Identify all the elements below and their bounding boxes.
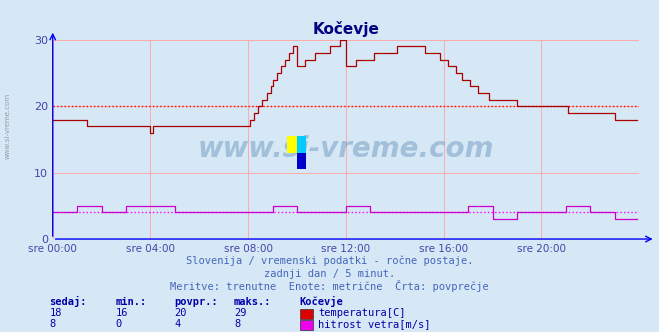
Text: min.:: min.: bbox=[115, 297, 146, 307]
Text: 18: 18 bbox=[49, 308, 62, 318]
Bar bbox=[297, 153, 306, 169]
Text: sedaj:: sedaj: bbox=[49, 296, 87, 307]
Title: Kočevje: Kočevje bbox=[312, 21, 380, 37]
Text: zadnji dan / 5 minut.: zadnji dan / 5 minut. bbox=[264, 269, 395, 279]
Text: Slovenija / vremenski podatki - ročne postaje.: Slovenija / vremenski podatki - ročne po… bbox=[186, 255, 473, 266]
Bar bbox=[287, 136, 297, 153]
Text: www.si-vreme.com: www.si-vreme.com bbox=[198, 135, 494, 163]
Bar bbox=[297, 136, 306, 153]
Text: temperatura[C]: temperatura[C] bbox=[318, 308, 406, 318]
Text: povpr.:: povpr.: bbox=[175, 297, 218, 307]
Text: www.si-vreme.com: www.si-vreme.com bbox=[5, 93, 11, 159]
Text: Kočevje: Kočevje bbox=[300, 296, 343, 307]
Text: 0: 0 bbox=[115, 319, 121, 329]
Text: maks.:: maks.: bbox=[234, 297, 272, 307]
Text: Meritve: trenutne  Enote: metrične  Črta: povprečje: Meritve: trenutne Enote: metrične Črta: … bbox=[170, 281, 489, 292]
Text: 8: 8 bbox=[49, 319, 55, 329]
Text: 16: 16 bbox=[115, 308, 128, 318]
Text: 20: 20 bbox=[175, 308, 187, 318]
Text: 8: 8 bbox=[234, 319, 240, 329]
Text: 29: 29 bbox=[234, 308, 246, 318]
Text: 4: 4 bbox=[175, 319, 181, 329]
Text: hitrost vetra[m/s]: hitrost vetra[m/s] bbox=[318, 319, 431, 329]
